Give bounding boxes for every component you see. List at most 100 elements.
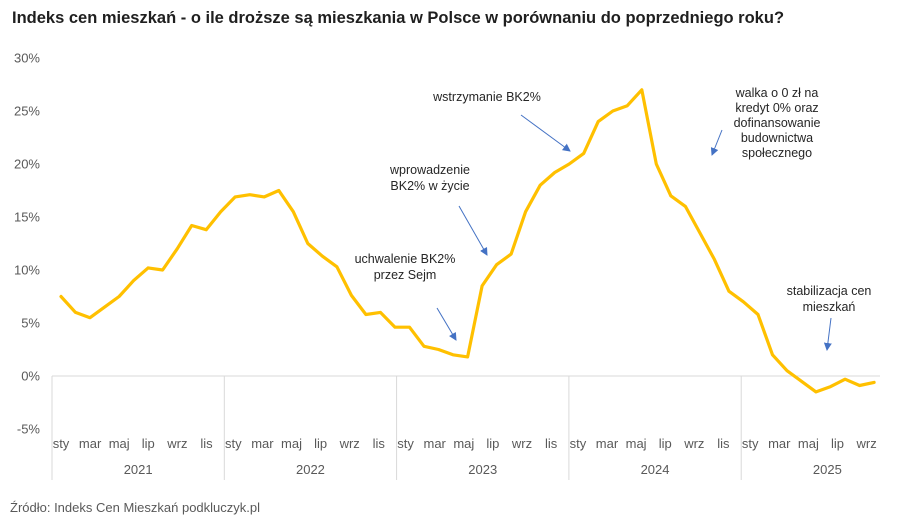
x-tick-label: wrz: [511, 436, 532, 451]
x-tick-label: wrz: [339, 436, 360, 451]
annotation-text: wprowadzenie: [389, 163, 470, 177]
year-label: 2025: [813, 462, 842, 477]
data-point: [335, 265, 339, 268]
data-point: [437, 348, 440, 351]
annotation-text: uchwalenie BK2%: [355, 252, 456, 266]
axes: 30%25%20%15%10%5%0%-5%sty mar maj lip wrz lis…: [14, 51, 880, 480]
data-point: [59, 295, 63, 298]
data-point: [176, 247, 179, 250]
annotation-text: przez Sejm: [374, 268, 437, 282]
data-point: [800, 380, 803, 383]
annotation-arrow: [710, 129, 723, 156]
annotation-text: walka o 0 zł na: [735, 86, 819, 100]
data-point: [582, 152, 585, 155]
y-tick-label: 5%: [21, 316, 40, 331]
data-point: [829, 385, 832, 388]
data-point: [466, 355, 469, 359]
data-point: [379, 311, 382, 314]
x-tick-label: wrz: [166, 436, 187, 451]
x-tick-label: mar: [596, 436, 619, 451]
annotation-text: budownictwa: [741, 131, 813, 145]
data-point: [451, 353, 455, 356]
data-point: [161, 268, 164, 272]
data-point: [146, 266, 150, 270]
data-point: [364, 313, 368, 316]
data-point: [509, 252, 513, 256]
data-point: [495, 263, 498, 266]
x-tick-label: mar: [251, 436, 274, 451]
x-tick-label: lis: [545, 436, 558, 451]
x-tick-label: lip: [142, 436, 155, 451]
data-point: [524, 210, 527, 213]
x-tick-label: lip: [486, 436, 499, 451]
y-tick-label: 15%: [14, 210, 40, 225]
data-point: [292, 210, 295, 213]
annotation-text: mieszkań: [803, 300, 856, 314]
data-point: [248, 193, 251, 196]
x-tick-label: mar: [79, 436, 102, 451]
data-point: [350, 294, 353, 297]
annotation-text: dofinansowanie: [734, 116, 821, 130]
data-point: [785, 369, 789, 372]
data-point: [742, 300, 745, 303]
x-tick-label: mar: [768, 436, 791, 451]
data-point: [103, 305, 106, 309]
annotation: wprowadzenie BK2% w życie: [389, 163, 488, 256]
x-tick-label: sty: [570, 436, 587, 451]
data-point: [219, 210, 222, 213]
annotation-text: kredyt 0% oraz: [735, 101, 818, 115]
x-tick-label: wrz: [683, 436, 704, 451]
x-tick-label: maj: [626, 436, 647, 451]
annotation: stabilizacja cen mieszkań: [787, 284, 871, 351]
year-label: 2022: [296, 462, 325, 477]
annotation-arrow: [436, 307, 457, 341]
y-tick-label: 20%: [14, 157, 40, 172]
x-tick-label: sty: [225, 436, 242, 451]
y-tick-label: 10%: [14, 263, 40, 278]
series-line-group: [59, 88, 876, 394]
data-point: [117, 295, 121, 298]
y-tick-label: 30%: [14, 51, 40, 66]
data-point: [640, 88, 643, 92]
year-label: 2023: [468, 462, 497, 477]
data-point: [814, 390, 818, 394]
x-tick-label: mar: [424, 436, 447, 451]
x-tick-label: lis: [717, 436, 730, 451]
data-point: [321, 255, 324, 258]
annotation-text: społecznego: [742, 146, 812, 160]
data-point: [88, 316, 92, 319]
annotations: uchwalenie BK2% przez Sejm wprowadzenie BK2…: [355, 86, 871, 351]
data-point: [698, 231, 702, 235]
x-tick-label: lis: [200, 436, 213, 451]
data-point: [655, 162, 658, 166]
y-tick-label: 25%: [14, 104, 40, 119]
data-point: [684, 205, 687, 208]
data-point: [858, 384, 861, 387]
x-tick-label: maj: [281, 436, 302, 451]
data-point: [553, 171, 556, 174]
data-point: [626, 104, 629, 107]
data-point: [422, 345, 426, 348]
data-point: [771, 353, 774, 356]
data-point: [669, 194, 672, 197]
x-tick-label: sty: [53, 436, 70, 451]
x-tick-label: maj: [798, 436, 819, 451]
annotation-arrow: [458, 205, 488, 256]
annotation: wstrzymanie BK2%: [432, 90, 571, 152]
x-tick-label: wrz: [855, 436, 876, 451]
data-point: [74, 311, 77, 314]
data-point: [277, 189, 280, 192]
data-point: [190, 224, 193, 227]
year-label: 2021: [124, 462, 153, 477]
data-point: [234, 195, 237, 199]
x-tick-label: lip: [314, 436, 327, 451]
data-point: [756, 313, 760, 316]
x-tick-label: maj: [109, 436, 130, 451]
annotation-text: wstrzymanie BK2%: [432, 90, 541, 104]
data-point: [263, 195, 266, 199]
x-tick-label: lis: [373, 436, 386, 451]
x-tick-label: sty: [397, 436, 414, 451]
data-point: [611, 109, 614, 113]
